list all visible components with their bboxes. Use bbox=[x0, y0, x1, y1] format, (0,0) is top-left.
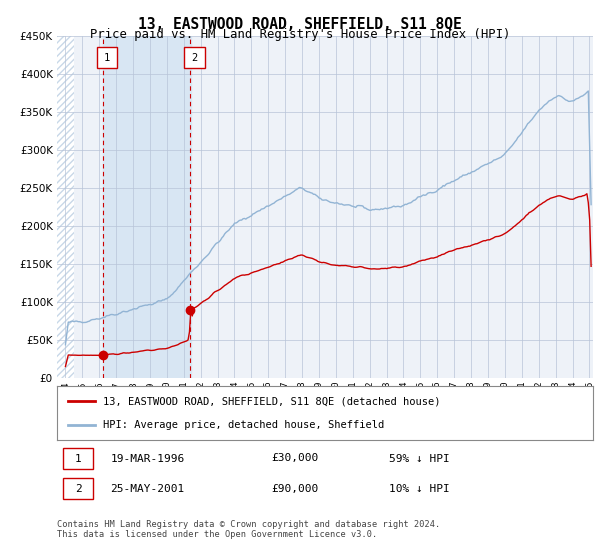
Text: 1: 1 bbox=[75, 454, 82, 464]
Text: 25-MAY-2001: 25-MAY-2001 bbox=[110, 484, 185, 494]
Text: Price paid vs. HM Land Registry's House Price Index (HPI): Price paid vs. HM Land Registry's House … bbox=[90, 28, 510, 41]
Text: 2: 2 bbox=[75, 484, 82, 494]
Text: 19-MAR-1996: 19-MAR-1996 bbox=[110, 454, 185, 464]
Text: 13, EASTWOOD ROAD, SHEFFIELD, S11 8QE: 13, EASTWOOD ROAD, SHEFFIELD, S11 8QE bbox=[138, 17, 462, 32]
Text: 13, EASTWOOD ROAD, SHEFFIELD, S11 8QE (detached house): 13, EASTWOOD ROAD, SHEFFIELD, S11 8QE (d… bbox=[103, 396, 440, 407]
Bar bbox=[57, 36, 74, 378]
Bar bbox=[74, 36, 593, 378]
FancyBboxPatch shape bbox=[64, 448, 93, 469]
Text: 59% ↓ HPI: 59% ↓ HPI bbox=[389, 454, 450, 464]
Text: £30,000: £30,000 bbox=[271, 454, 319, 464]
Bar bbox=[57, 36, 74, 378]
Bar bbox=[103, 36, 191, 378]
Text: £90,000: £90,000 bbox=[271, 484, 319, 494]
FancyBboxPatch shape bbox=[97, 47, 117, 68]
Text: Contains HM Land Registry data © Crown copyright and database right 2024.
This d: Contains HM Land Registry data © Crown c… bbox=[57, 520, 440, 539]
Text: 1: 1 bbox=[104, 53, 110, 63]
FancyBboxPatch shape bbox=[64, 478, 93, 499]
Text: 2: 2 bbox=[191, 53, 197, 63]
FancyBboxPatch shape bbox=[184, 47, 205, 68]
Text: 10% ↓ HPI: 10% ↓ HPI bbox=[389, 484, 450, 494]
Text: HPI: Average price, detached house, Sheffield: HPI: Average price, detached house, Shef… bbox=[103, 419, 384, 430]
